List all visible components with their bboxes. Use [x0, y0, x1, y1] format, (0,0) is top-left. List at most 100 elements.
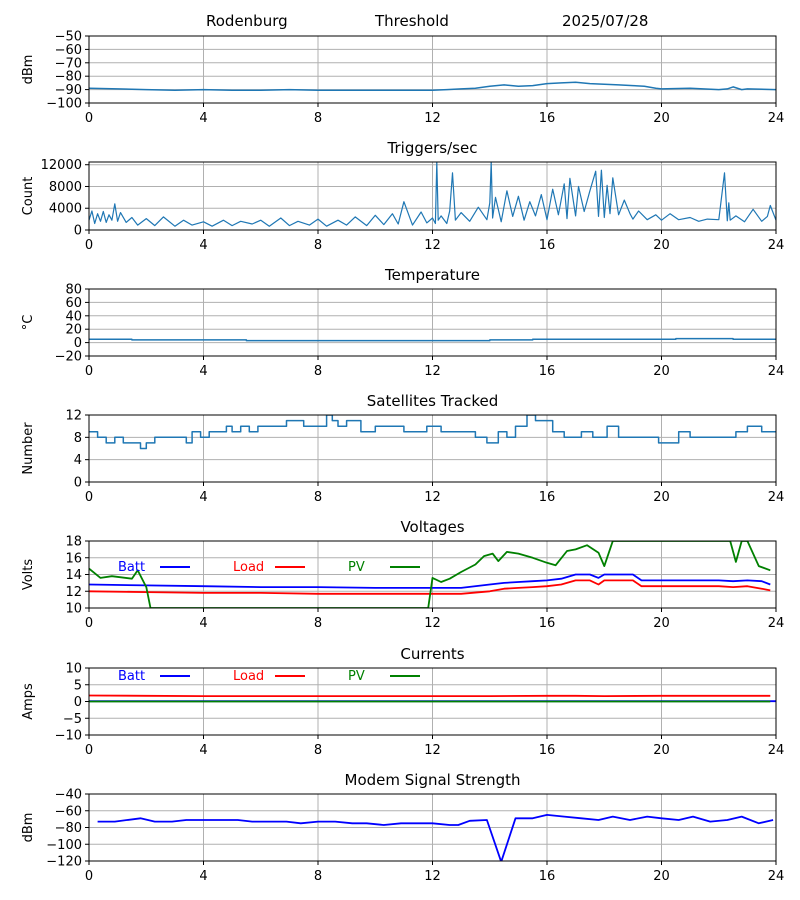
x-tick-label: 20: [653, 616, 670, 631]
x-tick-label: 16: [539, 490, 556, 505]
chart-panel-1: 0 4 8 12 16 20 24 −100−90−80−70−60−50 dBm: [21, 30, 784, 127]
x-tick-label: 12: [424, 111, 441, 126]
y-tick-label: −120: [46, 855, 82, 870]
x-tick-label: 4: [199, 743, 207, 758]
x-tick-label: 24: [768, 238, 785, 253]
y-axis-label: dBm: [21, 55, 36, 85]
header-station: Rodenburg: [206, 12, 288, 30]
y-tick-label: 4: [74, 453, 82, 468]
y-tick-label: 8000: [49, 180, 82, 195]
series-line-load: [89, 694, 771, 697]
y-axis-label: Number: [21, 422, 36, 475]
x-tick-label: 4: [199, 869, 207, 884]
chart-title: Temperature: [384, 266, 480, 284]
y-tick-label: −60: [55, 804, 82, 819]
y-tick-label: 0: [74, 695, 82, 710]
y-tick-label: 0: [74, 476, 82, 491]
y-tick-label: −90: [55, 83, 82, 98]
x-tick-label: 20: [653, 111, 670, 126]
y-tick-label: −50: [55, 30, 82, 45]
x-tick-label: 8: [314, 111, 322, 126]
y-axis-label: Volts: [21, 559, 36, 591]
y-tick-label: 14: [65, 568, 82, 583]
legend-label-batt: Batt: [118, 560, 145, 575]
y-tick-label: 5: [74, 678, 82, 693]
y-axis-label: °C: [21, 315, 36, 331]
legend-label-load: Load: [233, 669, 264, 684]
x-tick-label: 4: [199, 616, 207, 631]
x-tick-label: 8: [314, 869, 322, 884]
x-tick-label: 8: [314, 364, 322, 379]
y-tick-label: −20: [55, 350, 82, 365]
x-tick-label: 24: [768, 490, 785, 505]
x-tick-label: 16: [539, 616, 556, 631]
x-tick-label: 20: [653, 364, 670, 379]
x-tick-label: 4: [199, 490, 207, 505]
y-tick-label: −80: [55, 70, 82, 85]
x-tick-label: 12: [424, 364, 441, 379]
x-tick-label: 24: [768, 743, 785, 758]
y-tick-label: 18: [65, 535, 82, 550]
x-tick-label: 0: [85, 869, 93, 884]
chart-panel-2: 0 4 8 12 16 20 24 0 4000 8000 12000 Triggers/sec Cou…: [21, 139, 784, 253]
x-tick-label: 20: [653, 238, 670, 253]
x-tick-label: 24: [768, 869, 785, 884]
y-tick-label: 12000: [41, 158, 82, 173]
header-date: 2025/07/28: [562, 12, 649, 30]
x-tick-label: 20: [653, 490, 670, 505]
x-tick-label: 8: [314, 743, 322, 758]
y-tick-label: −60: [55, 43, 82, 58]
series-line-batt: [89, 573, 771, 589]
legend-label-pv: PV: [348, 669, 365, 684]
chart-title: Currents: [400, 645, 464, 663]
y-tick-label: 16: [65, 551, 82, 566]
legend-label-batt: Batt: [118, 669, 145, 684]
y-tick-label: 40: [65, 309, 82, 324]
x-tick-label: 16: [539, 111, 556, 126]
y-axis-label: dBm: [21, 813, 36, 843]
series-line-1: [89, 162, 776, 227]
y-axis-label: Amps: [21, 683, 36, 720]
series-line-1: [97, 814, 774, 861]
y-tick-label: 0: [74, 336, 82, 351]
y-tick-label: −100: [46, 97, 82, 112]
series-line-1: [89, 81, 776, 92]
x-tick-label: 12: [424, 490, 441, 505]
y-tick-label: −100: [46, 838, 82, 853]
x-tick-label: 4: [199, 238, 207, 253]
x-tick-label: 0: [85, 743, 93, 758]
x-tick-label: 20: [653, 869, 670, 884]
y-tick-label: 8: [74, 431, 82, 446]
x-tick-label: 8: [314, 238, 322, 253]
x-tick-label: 0: [85, 490, 93, 505]
y-tick-label: 10: [65, 602, 82, 617]
series-line-1: [89, 337, 776, 342]
y-tick-label: −70: [55, 56, 82, 71]
y-tick-label: −80: [55, 821, 82, 836]
legend-label-load: Load: [233, 560, 264, 575]
x-tick-label: 16: [539, 869, 556, 884]
y-tick-label: 60: [65, 296, 82, 311]
x-tick-label: 12: [424, 238, 441, 253]
legend-label-pv: PV: [348, 560, 365, 575]
y-tick-label: 10: [65, 662, 82, 677]
x-tick-label: 4: [199, 111, 207, 126]
y-tick-label: 20: [65, 323, 82, 338]
x-tick-label: 16: [539, 364, 556, 379]
y-tick-label: −5: [63, 712, 82, 727]
chart-panel-7: 0 4 8 12 16 20 24 −120 −100 −80 −60−40 Modem Signal…: [21, 771, 784, 884]
series-line-1: [89, 415, 776, 450]
x-tick-label: 12: [424, 869, 441, 884]
y-tick-label: −10: [55, 729, 82, 744]
series-line-pv: [89, 541, 771, 608]
chart-panel-4: 0 4 8 12 16 20 24 0 4 8 12 Satellites Tracked Number: [21, 392, 784, 505]
x-tick-label: 20: [653, 743, 670, 758]
y-tick-label: 12: [65, 585, 82, 600]
y-tick-label: 12: [65, 409, 82, 424]
x-tick-label: 0: [85, 364, 93, 379]
x-tick-label: 12: [424, 743, 441, 758]
x-tick-label: 24: [768, 616, 785, 631]
